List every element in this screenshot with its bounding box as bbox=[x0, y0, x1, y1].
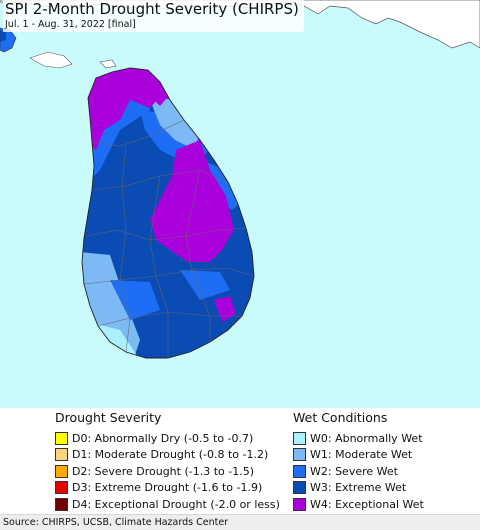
legend-item-d1: D1: Moderate Drought (-0.8 to -1.2) bbox=[55, 447, 280, 463]
legend-label-d3: D3: Extreme Drought (-1.6 to -1.9) bbox=[72, 481, 263, 494]
swatch-w1 bbox=[293, 448, 306, 461]
legend-item-w1: W1: Moderate Wet bbox=[293, 447, 424, 463]
legend-area: Drought Severity D0: Abnormally Dry (-0.… bbox=[0, 408, 480, 514]
legend-item-w4: W4: Exceptional Wet bbox=[293, 496, 424, 512]
legend-label-w1: W1: Moderate Wet bbox=[310, 448, 413, 461]
legend-item-w0: W0: Abnormally Wet bbox=[293, 430, 424, 446]
swatch-w0 bbox=[293, 431, 306, 445]
drought-legend-heading: Drought Severity bbox=[55, 410, 162, 425]
swatch-d3 bbox=[55, 481, 68, 494]
legend-label-d1: D1: Moderate Drought (-0.8 to -1.2) bbox=[72, 448, 269, 461]
title-block: SPI 2-Month Drought Severity (CHIRPS) Ju… bbox=[3, 0, 304, 32]
islands-north bbox=[29, 51, 117, 69]
swatch-d2 bbox=[55, 464, 68, 478]
swatch-d4 bbox=[55, 497, 68, 511]
district-boundaries bbox=[83, 119, 255, 358]
map-subtitle: Jul. 1 - Aug. 31, 2022 [final] bbox=[5, 19, 136, 30]
swatch-d1 bbox=[55, 448, 68, 461]
map-panel: SPI 2-Month Drought Severity (CHIRPS) Ju… bbox=[0, 0, 480, 408]
drought-legend: Drought Severity D0: Abnormally Dry (-0.… bbox=[55, 410, 280, 513]
mainland-west-tip-inner bbox=[0, 30, 6, 42]
legend-label-w0: W0: Abnormally Wet bbox=[310, 431, 423, 445]
swatch-w4 bbox=[293, 497, 306, 511]
source-bar: Source: CHIRPS, UCSB, Climate Hazards Ce… bbox=[0, 514, 480, 530]
legend-item-w3: W3: Extreme Wet bbox=[293, 480, 424, 496]
legend-item-d3: D3: Extreme Drought (-1.6 to -1.9) bbox=[55, 480, 280, 496]
legend-label-d2: D2: Severe Drought (-1.3 to -1.5) bbox=[72, 464, 255, 478]
swatch-w3 bbox=[293, 481, 306, 494]
legend-label-w2: W2: Severe Wet bbox=[310, 464, 398, 478]
map-title: SPI 2-Month Drought Severity (CHIRPS) bbox=[5, 0, 299, 18]
legend-item-d2: D2: Severe Drought (-1.3 to -1.5) bbox=[55, 463, 280, 479]
legend-label-d4: D4: Exceptional Drought (-2.0 or less) bbox=[72, 497, 280, 511]
legend-label-w3: W3: Extreme Wet bbox=[310, 481, 407, 494]
wet-legend-heading: Wet Conditions bbox=[293, 410, 388, 425]
swatch-w2 bbox=[293, 464, 306, 478]
legend-item-d4: D4: Exceptional Drought (-2.0 or less) bbox=[55, 496, 280, 512]
swatch-d0 bbox=[55, 431, 68, 445]
source-text: Source: CHIRPS, UCSB, Climate Hazards Ce… bbox=[3, 517, 229, 528]
legend-item-d0: D0: Abnormally Dry (-0.5 to -0.7) bbox=[55, 430, 280, 446]
sri-lanka-spi-field bbox=[82, 68, 254, 358]
legend-item-w2: W2: Severe Wet bbox=[293, 463, 424, 479]
wet-legend: Wet Conditions W0: Abnormally Wet W1: Mo… bbox=[293, 410, 424, 513]
map-canvas bbox=[0, 0, 480, 359]
legend-label-w4: W4: Exceptional Wet bbox=[310, 497, 424, 511]
legend-label-d0: D0: Abnormally Dry (-0.5 to -0.7) bbox=[72, 431, 254, 445]
